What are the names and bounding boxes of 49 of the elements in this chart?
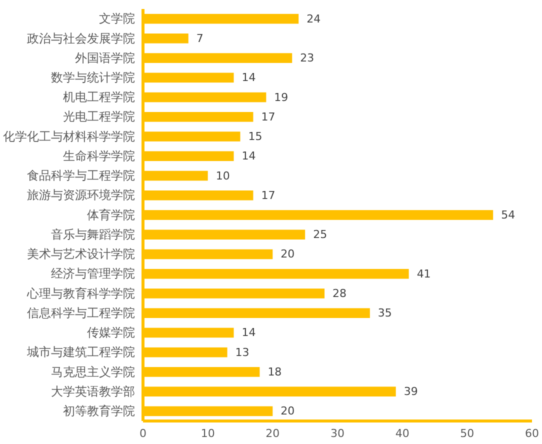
data-label: 39 [404,385,418,398]
y-tick-label: 生命科学学院 [63,148,135,163]
data-label: 17 [261,110,276,124]
y-tick-label: 光电工程学院 [63,110,135,124]
y-tick-label: 数学与统计学院 [51,70,135,85]
data-label: 35 [378,306,392,320]
y-tick-label: 马克思主义学院 [51,364,135,379]
y-tick-label: 政治与社会发展学院 [27,31,135,46]
y-tick-label: 信息科学与工程学院 [27,306,135,320]
data-label: 41 [416,267,431,280]
y-tick-label: 美术与艺术设计学院 [27,247,135,262]
y-tick-label: 食品科学与工程学院 [27,168,135,183]
x-tick-label: 30 [330,426,344,440]
x-tick-label: 0 [140,426,146,440]
y-tick-label: 城市与建筑工程学院 [26,345,135,360]
data-label: 20 [280,404,295,418]
data-label: 24 [306,12,321,26]
y-tick-label: 旅游与资源环境学院 [27,188,135,202]
y-tick-label: 心理与教育科学学院 [26,286,135,300]
data-label: 17 [261,188,276,202]
data-label: 14 [242,326,256,340]
y-tick-label: 体育学院 [87,208,135,222]
data-label: 19 [274,90,288,104]
x-tick-label: 20 [266,426,280,440]
data-label: 14 [242,71,256,84]
data-label: 28 [332,286,347,300]
y-tick-label: 初等教育学院 [63,404,135,418]
data-label: 25 [313,228,328,242]
data-label: 14 [242,150,256,163]
data-label: 54 [501,208,516,222]
y-tick-label: 音乐与舞蹈学院 [51,227,135,242]
y-tick-label: 机电工程学院 [63,90,135,104]
y-tick-label: 文学院 [99,12,135,26]
data-label: 18 [268,365,282,378]
y-tick-label: 化学化工与材料科学学院 [3,129,135,144]
x-tick-label: 40 [395,426,410,440]
data-label: 13 [235,346,250,359]
y-tick-label: 传媒学院 [87,326,135,340]
x-tick-label: 60 [525,426,539,440]
data-label: 23 [300,52,314,65]
x-tick-label: 10 [200,426,215,440]
x-tick-label: 50 [460,426,474,440]
data-label: 15 [248,130,262,144]
data-label: 10 [216,169,230,182]
y-tick-label: 大学英语教学部 [51,384,135,398]
y-tick-label: 外国语学院 [75,50,135,65]
y-tick-label: 经济与管理学院 [51,266,135,281]
data-label: 20 [280,248,295,261]
data-label: 7 [196,32,204,45]
